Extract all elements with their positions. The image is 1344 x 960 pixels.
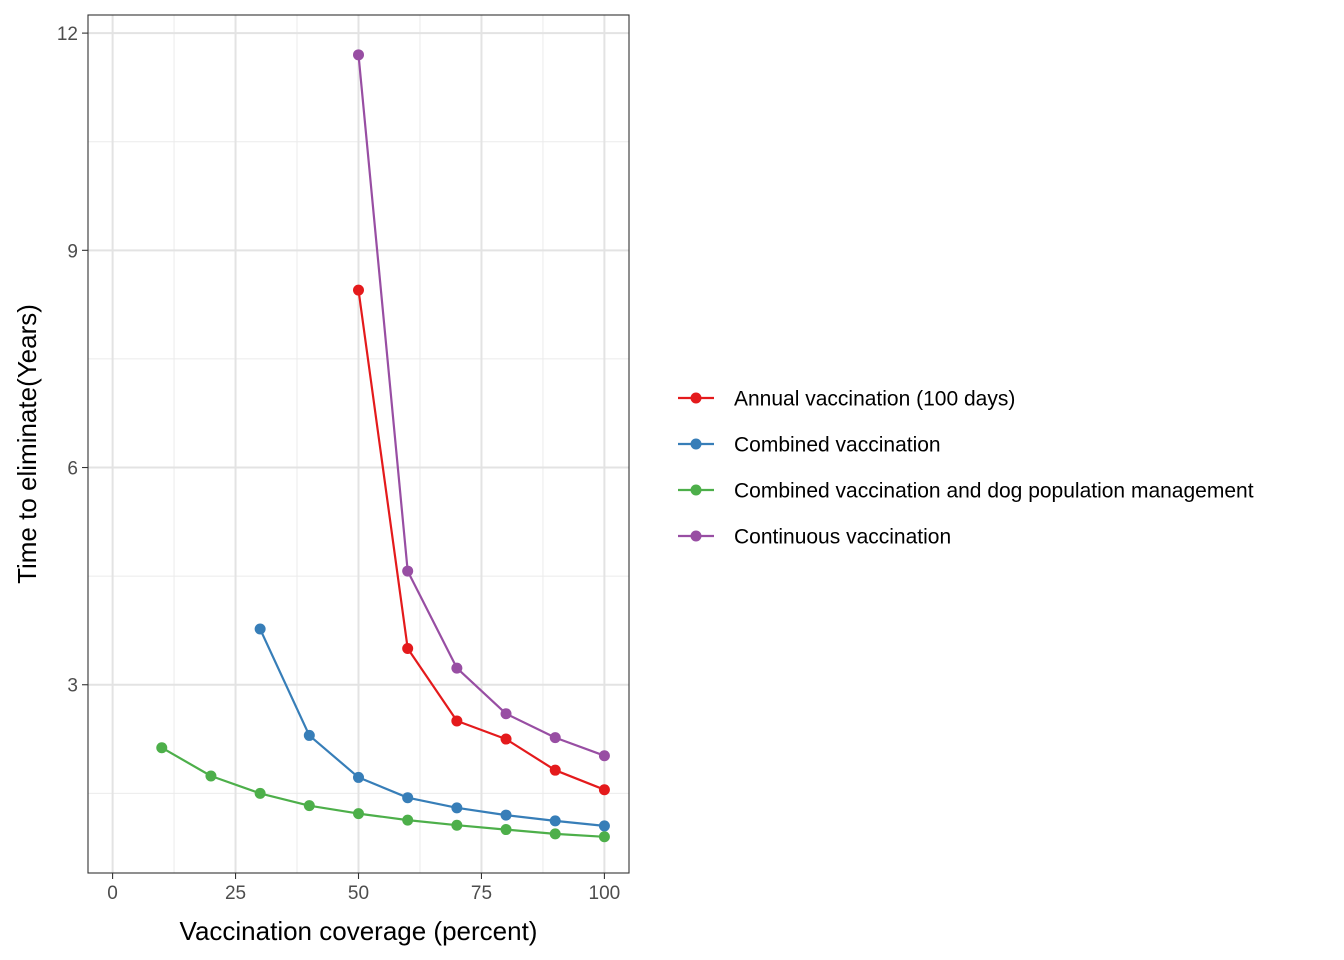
x-tick-label: 100: [589, 883, 621, 904]
legend-key-point: [690, 530, 702, 542]
x-tick-label: 0: [107, 883, 118, 904]
data-point: [156, 742, 168, 754]
data-point: [353, 49, 364, 61]
data-point: [451, 802, 463, 814]
y-tick-label: 6: [67, 459, 78, 480]
data-point: [549, 764, 561, 776]
series-line-0: [357, 289, 605, 791]
data-point: [205, 770, 217, 782]
series-lines: [161, 54, 605, 838]
y-axis-title: Time to eliminate(Years): [12, 304, 42, 584]
x-tick-label: 25: [225, 883, 246, 904]
legend-label: Combined vaccination: [734, 434, 941, 457]
data-point: [598, 820, 610, 832]
data-point: [402, 814, 414, 826]
data-point: [549, 815, 561, 827]
data-point: [549, 828, 561, 840]
grid: [88, 15, 629, 873]
legend-key-point: [690, 484, 702, 496]
data-point: [402, 643, 414, 655]
data-point: [500, 708, 512, 720]
series-line-3: [357, 54, 605, 757]
data-point: [500, 733, 512, 745]
data-point: [451, 715, 463, 727]
data-point: [353, 808, 364, 820]
data-point: [500, 809, 512, 821]
legend-label: Continuous vaccination: [734, 526, 951, 549]
data-point: [402, 565, 414, 577]
data-point: [353, 284, 364, 296]
legend-key-point: [690, 392, 702, 404]
data-point: [500, 824, 512, 836]
x-tick-labels: 0 25 50 75 100: [107, 883, 620, 904]
legend-label: Annual vaccination (100 days): [734, 388, 1015, 411]
series-line-2: [161, 746, 605, 838]
axis-ticks: [82, 32, 605, 879]
data-point: [451, 662, 463, 674]
y-tick-label: 9: [67, 241, 78, 262]
data-point: [254, 787, 266, 799]
legend-label: Combined vaccination and dog population …: [734, 480, 1254, 503]
data-point: [303, 800, 315, 812]
series-points: [156, 49, 610, 843]
y-tick-labels: 3 6 9 12: [57, 24, 78, 697]
data-point: [254, 623, 266, 635]
data-point: [598, 750, 610, 762]
x-tick-label: 75: [471, 883, 492, 904]
data-point: [598, 784, 610, 796]
x-axis-title: Vaccination coverage (percent): [180, 916, 538, 946]
data-point: [303, 729, 315, 741]
data-point: [451, 819, 463, 831]
x-tick-label: 50: [348, 883, 369, 904]
data-point: [549, 732, 561, 744]
data-point: [402, 792, 414, 804]
data-point: [353, 771, 364, 783]
y-tick-label: 12: [57, 24, 78, 45]
y-tick-label: 3: [67, 676, 78, 697]
legend: Annual vaccination (100 days) Combined va…: [678, 388, 1254, 549]
data-point: [598, 831, 610, 843]
legend-key-point: [690, 438, 702, 450]
series-line-1: [259, 628, 605, 827]
